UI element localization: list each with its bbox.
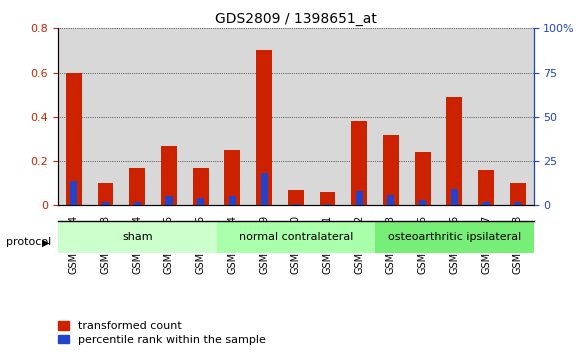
Bar	[129, 168, 145, 205]
Bar	[478, 170, 494, 205]
Bar	[260, 173, 267, 205]
Bar	[419, 200, 426, 205]
Bar	[216, 221, 375, 253]
Bar	[121, 28, 153, 205]
Bar	[185, 28, 216, 205]
Bar	[383, 135, 399, 205]
Title: GDS2809 / 1398651_at: GDS2809 / 1398651_at	[215, 12, 377, 26]
Bar	[248, 28, 280, 205]
Text: ▶: ▶	[42, 238, 49, 247]
Bar	[407, 28, 438, 205]
Bar	[161, 145, 177, 205]
Bar	[193, 168, 209, 205]
Bar	[438, 28, 470, 205]
Bar	[343, 28, 375, 205]
Text: protocol: protocol	[6, 238, 51, 247]
Bar	[356, 191, 362, 205]
Bar	[165, 196, 172, 205]
Legend: transformed count, percentile rank within the sample: transformed count, percentile rank withi…	[58, 321, 266, 345]
Bar	[311, 28, 343, 205]
Bar	[351, 121, 367, 205]
Bar	[134, 202, 141, 205]
Bar	[97, 183, 114, 205]
Bar	[387, 195, 394, 205]
Bar	[70, 181, 77, 205]
Bar	[58, 28, 90, 205]
Bar	[256, 51, 272, 205]
Bar	[415, 152, 430, 205]
Bar	[153, 28, 185, 205]
Bar	[90, 28, 121, 205]
Text: osteoarthritic ipsilateral: osteoarthritic ipsilateral	[387, 232, 521, 242]
Bar	[470, 28, 502, 205]
Bar	[229, 196, 236, 205]
Bar	[320, 192, 335, 205]
Bar	[288, 190, 304, 205]
Bar	[216, 28, 248, 205]
Bar	[58, 221, 216, 253]
Bar	[66, 73, 82, 205]
Bar	[324, 204, 331, 205]
Text: normal contralateral: normal contralateral	[238, 232, 353, 242]
Bar	[102, 202, 109, 205]
Bar	[483, 202, 490, 205]
Bar	[375, 28, 407, 205]
Bar	[224, 150, 240, 205]
Bar	[375, 221, 534, 253]
Bar	[514, 202, 521, 205]
Text: sham: sham	[122, 232, 153, 242]
Bar	[502, 28, 534, 205]
Bar	[280, 28, 311, 205]
Bar	[197, 198, 204, 205]
Bar	[451, 189, 458, 205]
Bar	[510, 183, 525, 205]
Bar	[292, 204, 299, 205]
Bar	[447, 97, 462, 205]
